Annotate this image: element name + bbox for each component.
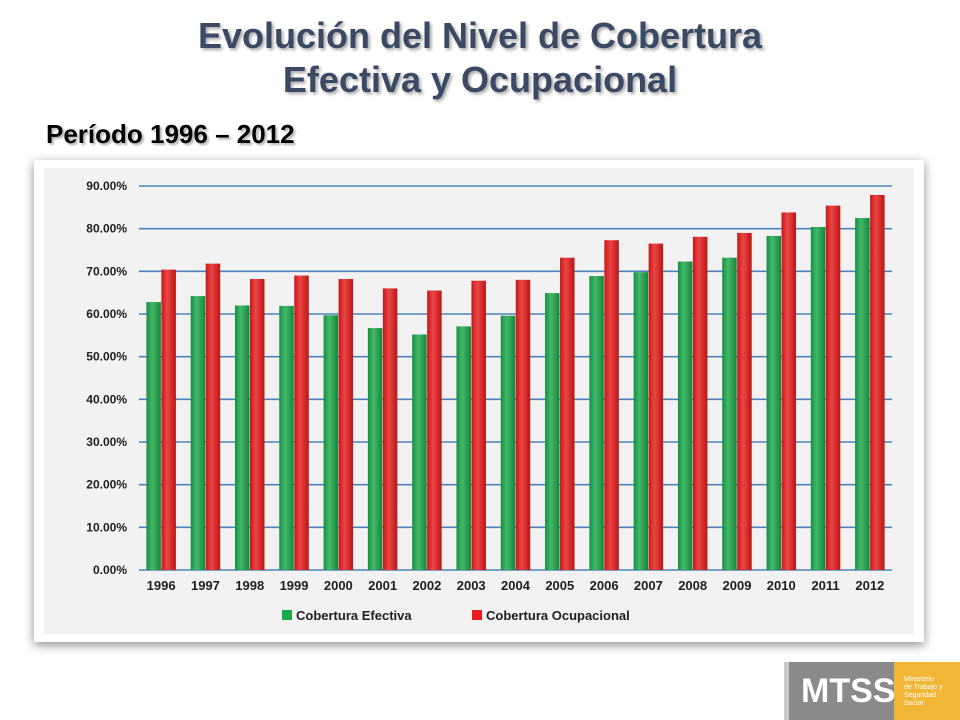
x-tick-label: 1997 bbox=[191, 578, 220, 593]
legend-swatch-ocupacional bbox=[472, 610, 482, 620]
bar-cobertura-ocupacional bbox=[560, 257, 575, 570]
slide-subtitle: Período 1996 – 2012 bbox=[46, 119, 295, 149]
bar-cobertura-ocupacional bbox=[427, 290, 442, 570]
bar-cobertura-ocupacional bbox=[781, 212, 797, 570]
bar-cobertura-efectiva bbox=[545, 293, 560, 570]
x-tick-label: 2004 bbox=[501, 578, 531, 593]
y-tick-label: 90.00% bbox=[86, 179, 127, 193]
chart-frame: 0.00% 10.00% 20.00% 30.00% 40.00% 50.00% 60.00… bbox=[34, 160, 924, 642]
logo-ministry-line: Social bbox=[904, 700, 924, 707]
bar-cobertura-efectiva bbox=[234, 305, 250, 570]
logo-ministry-line: de Trabajo y bbox=[904, 684, 943, 691]
bar-cobertura-efectiva bbox=[367, 328, 383, 570]
bar-cobertura-efectiva bbox=[500, 315, 516, 570]
x-tick-label: 2010 bbox=[767, 578, 796, 593]
bar-cobertura-ocupacional bbox=[161, 269, 176, 570]
x-tick-label: 1999 bbox=[280, 578, 309, 593]
bar-cobertura-efectiva bbox=[323, 315, 339, 570]
bar-cobertura-ocupacional bbox=[294, 275, 309, 570]
legend-label-efectiva: Cobertura Efectiva bbox=[296, 608, 412, 623]
bar-cobertura-ocupacional bbox=[648, 243, 664, 570]
bar-cobertura-ocupacional bbox=[205, 263, 221, 570]
x-tick-label: 2002 bbox=[412, 578, 441, 593]
x-tick-label: 2005 bbox=[545, 578, 574, 593]
slide-title: Evolución del Nivel de Cobertura Efectiv… bbox=[0, 14, 960, 102]
y-tick-label: 0.00% bbox=[93, 563, 127, 577]
y-tick-label: 70.00% bbox=[86, 264, 127, 278]
x-tick-label: 1996 bbox=[147, 578, 176, 593]
bar-cobertura-ocupacional bbox=[692, 236, 708, 571]
bar-cobertura-efectiva bbox=[190, 296, 206, 570]
x-tick-label: 2007 bbox=[634, 578, 663, 593]
bar-cobertura-efectiva bbox=[810, 226, 826, 570]
logo-ministry-line: Ministerio bbox=[904, 676, 934, 683]
bar-cobertura-efectiva bbox=[279, 305, 294, 570]
bar-cobertura-efectiva bbox=[722, 257, 737, 570]
logo-text: MTSS bbox=[801, 672, 896, 710]
x-tick-label: 1998 bbox=[235, 578, 264, 593]
bar-cobertura-ocupacional bbox=[471, 280, 486, 570]
bar-cobertura-efectiva bbox=[589, 276, 604, 570]
bar-cobertura-ocupacional bbox=[870, 194, 885, 570]
logo-left-panel: MTSS bbox=[784, 662, 896, 720]
slide-title-line-2: Efectiva y Ocupacional bbox=[282, 59, 678, 100]
logo-right-panel: Ministerio de Trabajo y Seguridad Social bbox=[894, 662, 960, 720]
bar-cobertura-ocupacional bbox=[604, 240, 619, 570]
x-tick-label: 2011 bbox=[811, 578, 839, 593]
legend-swatch-efectiva bbox=[282, 610, 292, 620]
bar-cobertura-ocupacional bbox=[249, 279, 265, 570]
x-tick-label: 2001 bbox=[368, 578, 397, 593]
y-tick-label: 80.00% bbox=[86, 222, 127, 236]
bar-cobertura-efectiva bbox=[412, 334, 427, 570]
legend-label-ocupacional: Cobertura Ocupacional bbox=[486, 608, 630, 623]
y-tick-label: 60.00% bbox=[86, 307, 127, 321]
logo-ministry-text: Ministerio de Trabajo y Seguridad Social bbox=[904, 676, 958, 708]
bar-cobertura-efectiva bbox=[677, 261, 693, 570]
slide-title-line-1: Evolución del Nivel de Cobertura bbox=[197, 15, 763, 56]
bar-cobertura-ocupacional bbox=[825, 205, 841, 571]
x-tick-label: 2012 bbox=[855, 578, 884, 593]
bar-cobertura-ocupacional bbox=[338, 279, 354, 570]
x-tick-label: 2009 bbox=[723, 578, 752, 593]
bar-cobertura-ocupacional bbox=[737, 232, 752, 570]
chart-area: 0.00% 10.00% 20.00% 30.00% 40.00% 50.00% 60.00… bbox=[44, 168, 914, 634]
y-tick-label: 10.00% bbox=[86, 520, 127, 534]
y-tick-label: 40.00% bbox=[86, 392, 127, 406]
logo-ministry-line: Seguridad bbox=[904, 692, 936, 699]
mtss-logo: MTSS Ministerio de Trabajo y Seguridad S… bbox=[784, 662, 960, 720]
bar-cobertura-efectiva bbox=[855, 218, 870, 570]
y-tick-label: 50.00% bbox=[86, 350, 127, 364]
x-tick-label: 2006 bbox=[590, 578, 619, 593]
y-tick-label: 30.00% bbox=[86, 435, 127, 449]
bar-cobertura-efectiva bbox=[633, 272, 649, 570]
x-tick-label: 2008 bbox=[678, 578, 707, 593]
y-tick-label: 20.00% bbox=[86, 478, 127, 492]
x-tick-label: 2003 bbox=[457, 578, 486, 593]
bar-cobertura-efectiva bbox=[146, 302, 161, 570]
x-tick-label: 2000 bbox=[324, 578, 353, 593]
bar-cobertura-efectiva bbox=[766, 235, 782, 571]
bar-cobertura-ocupacional bbox=[382, 288, 398, 570]
bar-cobertura-ocupacional bbox=[515, 279, 531, 570]
bar-chart: 0.00% 10.00% 20.00% 30.00% 40.00% 50.00% 60.00… bbox=[86, 179, 892, 623]
bar-cobertura-efectiva bbox=[456, 326, 471, 570]
